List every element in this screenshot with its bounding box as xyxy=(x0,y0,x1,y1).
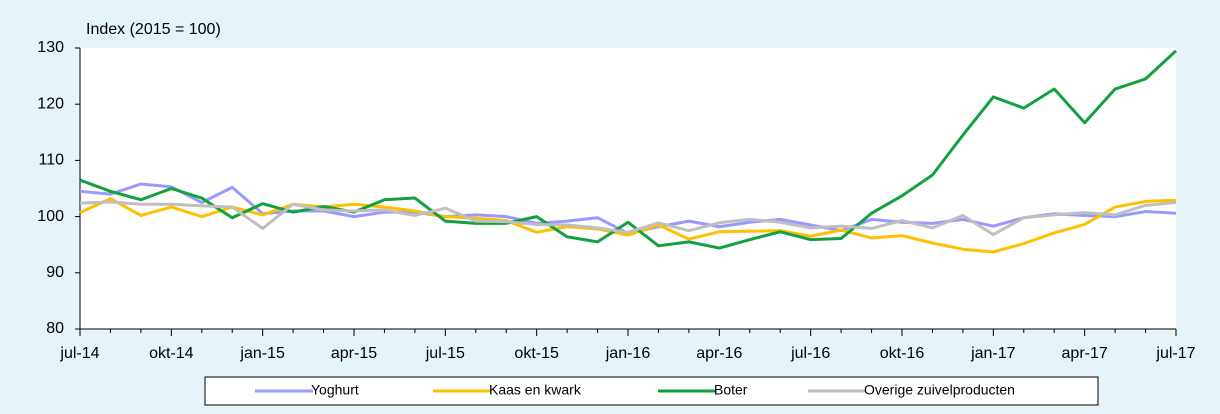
legend-label: Kaas en kwark xyxy=(489,382,582,398)
x-tick-label: jul-16 xyxy=(790,345,830,362)
x-tick-label: apr-15 xyxy=(331,345,377,362)
x-tick-label: jan-17 xyxy=(970,345,1016,362)
x-tick-label: jul-17 xyxy=(1155,345,1195,362)
x-tick-label: apr-17 xyxy=(1062,345,1108,362)
x-tick-label: apr-16 xyxy=(696,345,742,362)
legend-items: Yoghurt Kaas en kwark Boter Overige zuivelp… xyxy=(255,382,1015,398)
plot-area xyxy=(80,48,1176,329)
x-tick-label: jan-15 xyxy=(239,345,285,362)
legend-label: Boter xyxy=(714,382,748,398)
x-tick-label: okt-15 xyxy=(514,345,559,362)
y-tick-label: 90 xyxy=(46,264,64,281)
y-tick-label: 130 xyxy=(37,39,64,56)
x-tick-label: jan-16 xyxy=(605,345,651,362)
y-tick-label: 100 xyxy=(37,208,64,225)
series-line xyxy=(79,200,1177,237)
series-line xyxy=(79,49,1178,250)
x-tick-label: okt-14 xyxy=(149,345,194,362)
legend-label: Overige zuivelproducten xyxy=(864,382,1015,398)
y-tick-label: 110 xyxy=(38,152,64,169)
legend-label: Yoghurt xyxy=(311,382,359,398)
legend xyxy=(204,376,1099,406)
series-line xyxy=(79,197,1177,254)
y-axis-label: Index (2015 = 100) xyxy=(86,21,221,38)
x-tick-label: okt-16 xyxy=(880,345,925,362)
x-tick-label: jul-14 xyxy=(59,345,99,362)
y-tick-label: 80 xyxy=(46,320,64,337)
y-tick-label: 120 xyxy=(37,95,64,112)
x-tick-label: jul-15 xyxy=(425,345,465,362)
